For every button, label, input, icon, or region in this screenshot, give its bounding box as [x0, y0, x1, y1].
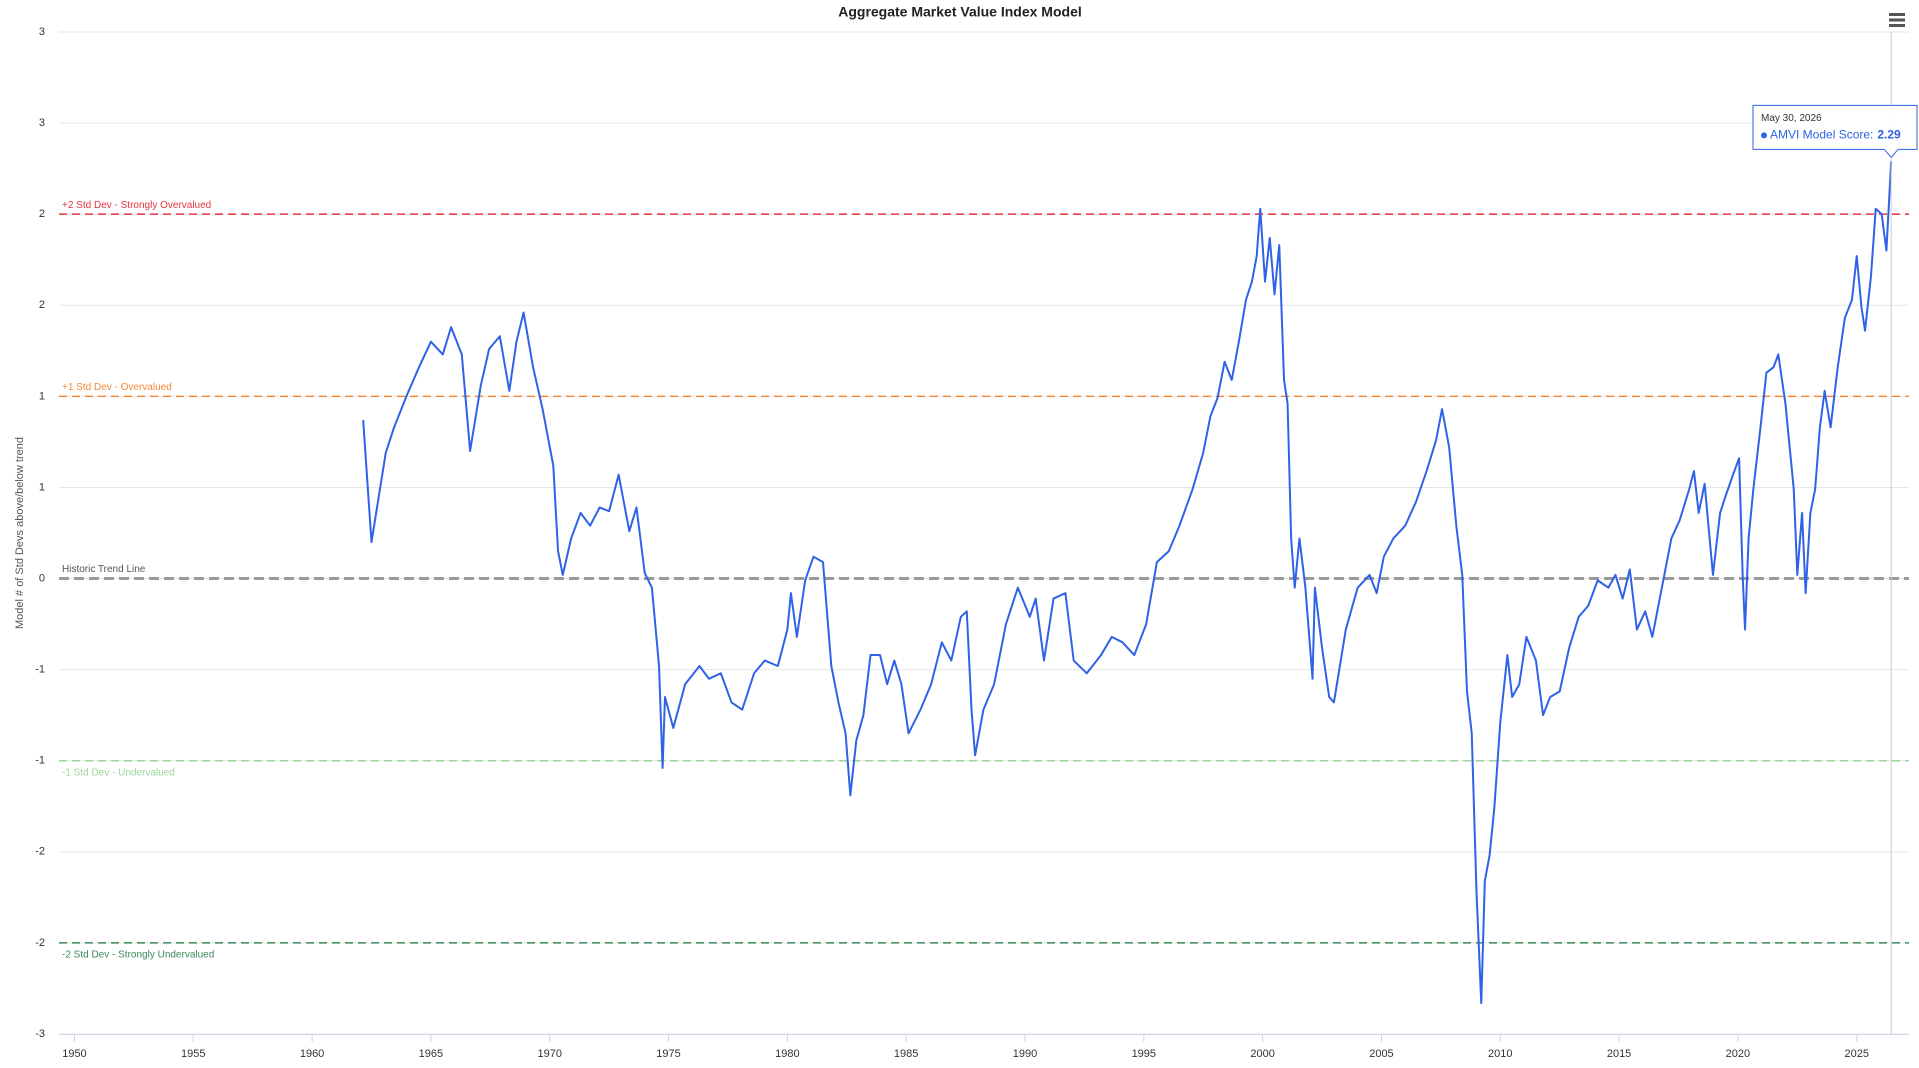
x-tick-label: 1990 [1013, 1048, 1037, 1060]
y-tick-label: -2 [35, 846, 45, 858]
y-tick-label: 3 [39, 117, 45, 129]
reference-line-label: +1 Std Dev - Overvalued [62, 382, 172, 393]
tooltip-text: AMVI Model Score: 2.29 [1770, 128, 1901, 142]
y-tick-label: 2 [39, 208, 45, 220]
y-tick-label: 0 [39, 572, 45, 584]
x-tick-label: 2025 [1844, 1048, 1868, 1060]
y-axis-title: Model # of Std Devs above/below trend [14, 437, 26, 629]
x-tick-label: 1955 [181, 1048, 205, 1060]
y-tick-label: 1 [39, 390, 45, 402]
y-tick-label: 3 [39, 26, 45, 38]
x-tick-label: 1995 [1132, 1048, 1156, 1060]
x-tick-label: 2015 [1607, 1048, 1631, 1060]
reference-line-label: -2 Std Dev - Strongly Undervalued [62, 950, 214, 961]
x-tick-label: 2010 [1488, 1048, 1512, 1060]
reference-line-label: -1 Std Dev - Undervalued [62, 767, 175, 778]
y-tick-label: 1 [39, 481, 45, 493]
menu-bar [1889, 18, 1905, 22]
y-tick-label: -1 [35, 664, 45, 676]
reference-line-label: +2 Std Dev - Strongly Overvalued [62, 200, 211, 211]
y-tick-label: -3 [35, 1028, 45, 1040]
x-tick-label: 2005 [1369, 1048, 1393, 1060]
x-tick-label: 1985 [894, 1048, 918, 1060]
x-tick-label: 1960 [300, 1048, 324, 1060]
x-tick-label: 1980 [775, 1048, 799, 1060]
tooltip-box [1752, 104, 1918, 159]
tooltip: May 30, 2026 AMVI Model Score: 2.29 [1752, 104, 1918, 159]
menu-button[interactable] [1889, 13, 1905, 27]
tooltip-label: AMVI Model Score: [1770, 128, 1873, 142]
x-tick-label: 2000 [1250, 1048, 1274, 1060]
data-line [362, 161, 1893, 1005]
tooltip-value: 2.29 [1877, 128, 1901, 142]
tooltip-marker [1761, 132, 1767, 139]
menu-bar [1889, 13, 1905, 16]
x-tick-label: 2020 [1726, 1048, 1750, 1060]
chart-title: Aggregate Market Value Index Model [838, 4, 1082, 20]
y-tick-label: 2 [39, 299, 45, 311]
x-tick-label: 1965 [419, 1048, 443, 1060]
tooltip-date: May 30, 2026 [1761, 113, 1822, 124]
x-tick-label: 1975 [656, 1048, 680, 1060]
reference-line-label: Historic Trend Line [62, 564, 146, 575]
x-tick-label: 1970 [537, 1048, 561, 1060]
menu-bar [1889, 24, 1905, 27]
y-tick-label: -2 [35, 937, 45, 949]
x-tick-label: 1950 [62, 1048, 86, 1060]
y-tick-label: -1 [35, 755, 45, 767]
